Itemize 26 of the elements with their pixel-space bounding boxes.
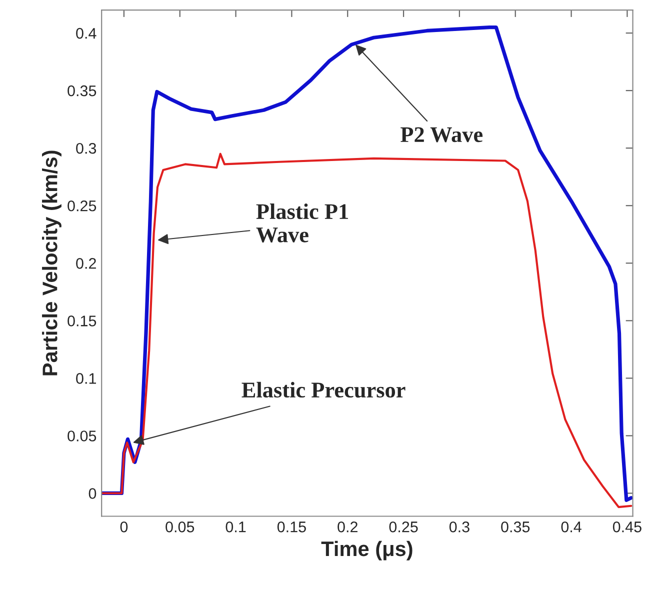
x-tick-label: 0.2 xyxy=(338,522,358,532)
y-tick-label: 0 xyxy=(88,488,96,499)
y-tick-label: 0.4 xyxy=(76,28,96,39)
y-tick-label: 0.05 xyxy=(68,430,96,442)
y-axis-title: Particle Velocity (km/s) xyxy=(42,150,62,376)
line-series xyxy=(102,25,633,502)
x-tick-label: 0.25 xyxy=(389,522,418,532)
annotation: Elastic Precursor xyxy=(242,382,406,398)
x-tick-label: 0.3 xyxy=(449,522,470,532)
annotation: P2 Wave xyxy=(400,127,483,142)
x-tick-label: 0.05 xyxy=(166,522,194,532)
y-tick-label: 0.1 xyxy=(76,373,96,384)
y-tick-label: 0.15 xyxy=(68,316,96,326)
x-tick-label: 0.15 xyxy=(277,522,306,532)
y-tick-label: 0.25 xyxy=(68,200,96,212)
x-tick-label: 0 xyxy=(120,522,128,532)
x-tick-label: 0.45 xyxy=(612,522,642,532)
x-tick-label: 0.4 xyxy=(561,522,582,532)
x-axis-title: Time (μs) xyxy=(321,540,412,560)
x-tick-label: 0.1 xyxy=(226,522,246,532)
line-series xyxy=(102,152,632,508)
y-tick-label: 0.2 xyxy=(76,258,96,269)
x-tick-label: 0.35 xyxy=(501,522,530,532)
y-tick-label: 0.3 xyxy=(76,142,96,154)
annotation: Plastic P1 Wave xyxy=(256,203,348,242)
y-tick-label: 0.35 xyxy=(68,85,96,96)
